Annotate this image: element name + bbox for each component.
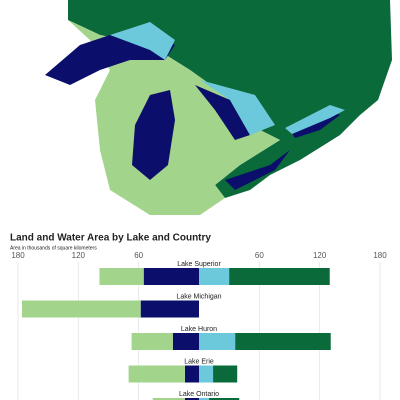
x-tick-label: 120 xyxy=(313,251,327,260)
bar-segment xyxy=(99,268,144,285)
bar-segment xyxy=(229,268,330,285)
lake-ontario-ca xyxy=(285,105,345,134)
bar-segment xyxy=(209,398,240,400)
lake-erie xyxy=(225,150,290,190)
bar-segment xyxy=(140,300,199,318)
x-tick-label: 180 xyxy=(373,251,387,260)
x-tick-label: 180 xyxy=(11,251,25,260)
category-label: Lake Huron xyxy=(181,326,217,333)
bar-segment xyxy=(172,333,199,350)
bar-segment xyxy=(184,365,199,383)
bar-segment xyxy=(199,268,230,285)
chart-title: Land and Water Area by Lake and Country xyxy=(10,233,211,244)
bar-segment xyxy=(213,365,238,383)
x-tick-label: 60 xyxy=(255,251,264,260)
category-label: Lake Erie xyxy=(184,358,214,365)
x-tick-label: 120 xyxy=(72,251,86,260)
bar-segment xyxy=(128,365,185,383)
bar-segment xyxy=(199,365,214,383)
category-label: Lake Superior xyxy=(177,261,221,268)
category-label: Lake Ontario xyxy=(179,391,219,398)
category-label: Lake Michigan xyxy=(176,293,221,300)
bar-segment xyxy=(235,333,331,350)
chart-subtitle: Area in thousands of square kilometers xyxy=(10,245,97,251)
bar-segment xyxy=(199,333,236,350)
lake-michigan xyxy=(132,90,175,180)
map xyxy=(45,0,392,215)
x-tick-label: 60 xyxy=(134,251,143,260)
bar-segment xyxy=(131,333,173,350)
bar-segment xyxy=(199,398,210,400)
lake-huron xyxy=(195,85,250,140)
bar-segment xyxy=(143,268,199,285)
bar-segment xyxy=(152,398,185,400)
lake-huron-ca xyxy=(200,80,275,135)
lake-superior-ca xyxy=(110,22,175,60)
bar-segment xyxy=(184,398,199,400)
bar-segment xyxy=(22,300,141,318)
